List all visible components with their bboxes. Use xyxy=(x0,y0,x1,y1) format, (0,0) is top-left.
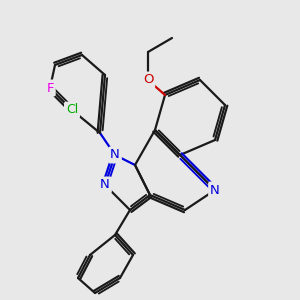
Text: Cl: Cl xyxy=(66,103,78,116)
Text: F: F xyxy=(46,82,54,94)
Text: N: N xyxy=(110,148,120,161)
Text: N: N xyxy=(100,178,110,191)
Text: O: O xyxy=(143,74,153,86)
Text: N: N xyxy=(210,184,220,196)
